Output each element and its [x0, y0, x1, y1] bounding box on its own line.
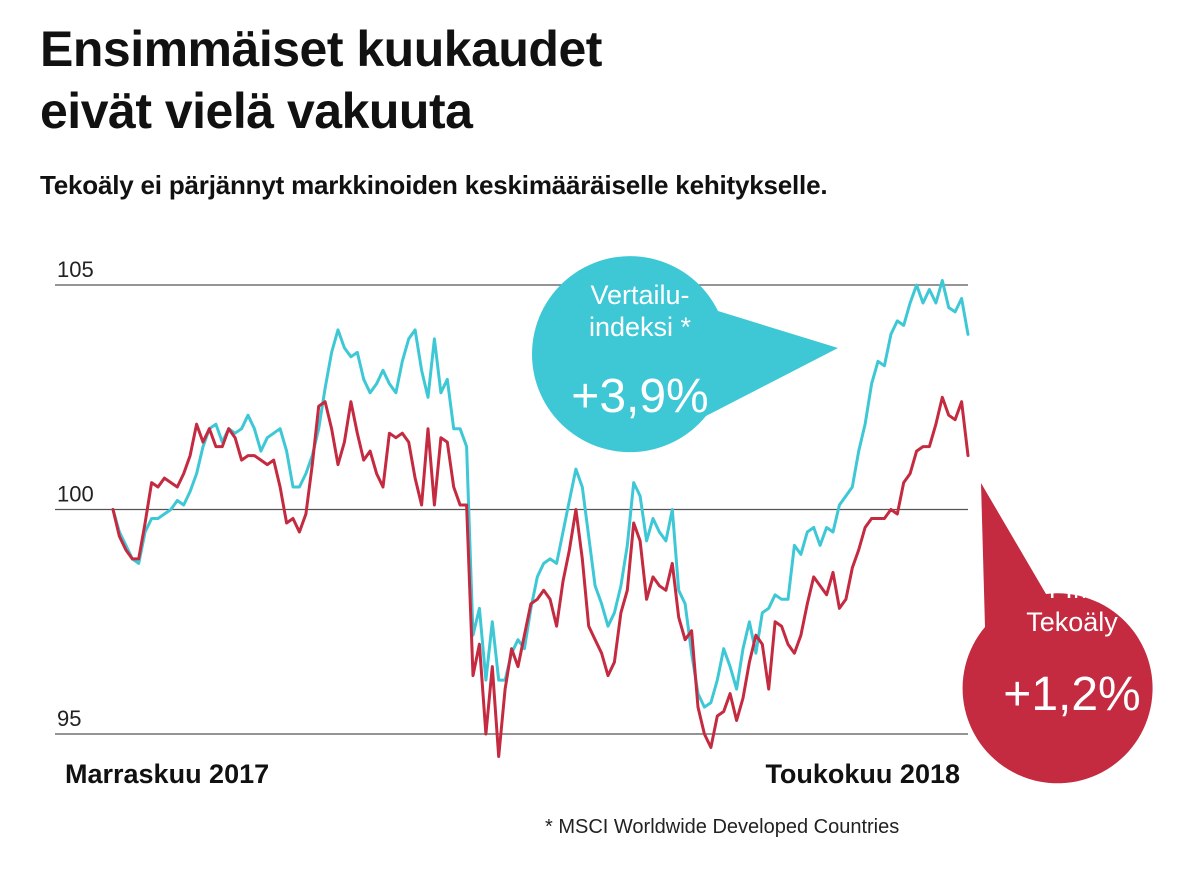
fund-callout-shape [962, 483, 1153, 784]
title-line-2: eivät vielä vakuuta [40, 83, 473, 139]
fund-callout: FIM Tekoäly +1,2% [962, 483, 1153, 784]
gridlines: 95 100 105 [55, 257, 968, 735]
index-callout-line1: Vertailu- [590, 280, 689, 310]
index-callout-shape [532, 256, 838, 453]
footnote: * MSCI Worldwide Developed Countries [545, 816, 900, 838]
title-line-1: Ensimmäiset kuukaudet [40, 21, 602, 77]
fund-callout-value: +1,2% [1003, 668, 1140, 721]
axis-labels: Marraskuu 2017 Toukokuu 2018 [65, 759, 960, 789]
series-lines [111, 279, 970, 758]
chart-title: Ensimmäiset kuukaudet eivät vielä vakuut… [40, 18, 1140, 142]
fund-callout-line1: FIM [1049, 574, 1096, 604]
fund-callout-line2: Tekoäly [1026, 607, 1118, 637]
series-line-index [111, 279, 970, 709]
x-end-label: Toukokuu 2018 [765, 759, 960, 789]
index-callout-value: +3,9% [571, 370, 708, 423]
x-start-label: Marraskuu 2017 [65, 759, 269, 789]
y-tick-label-105: 105 [57, 257, 94, 282]
callout-bubbles: Vertailu- indeksi * +3,9% FIM Tekoäly +1… [532, 256, 1153, 784]
index-callout-line2: indeksi * [589, 312, 692, 342]
chart-subtitle: Tekoäly ei pärjännyt markkinoiden keskim… [40, 170, 828, 200]
series-line-fund [111, 395, 970, 758]
index-callout: Vertailu- indeksi * +3,9% [532, 256, 838, 453]
y-tick-label-95: 95 [57, 706, 81, 731]
y-tick-label-100: 100 [57, 482, 94, 507]
